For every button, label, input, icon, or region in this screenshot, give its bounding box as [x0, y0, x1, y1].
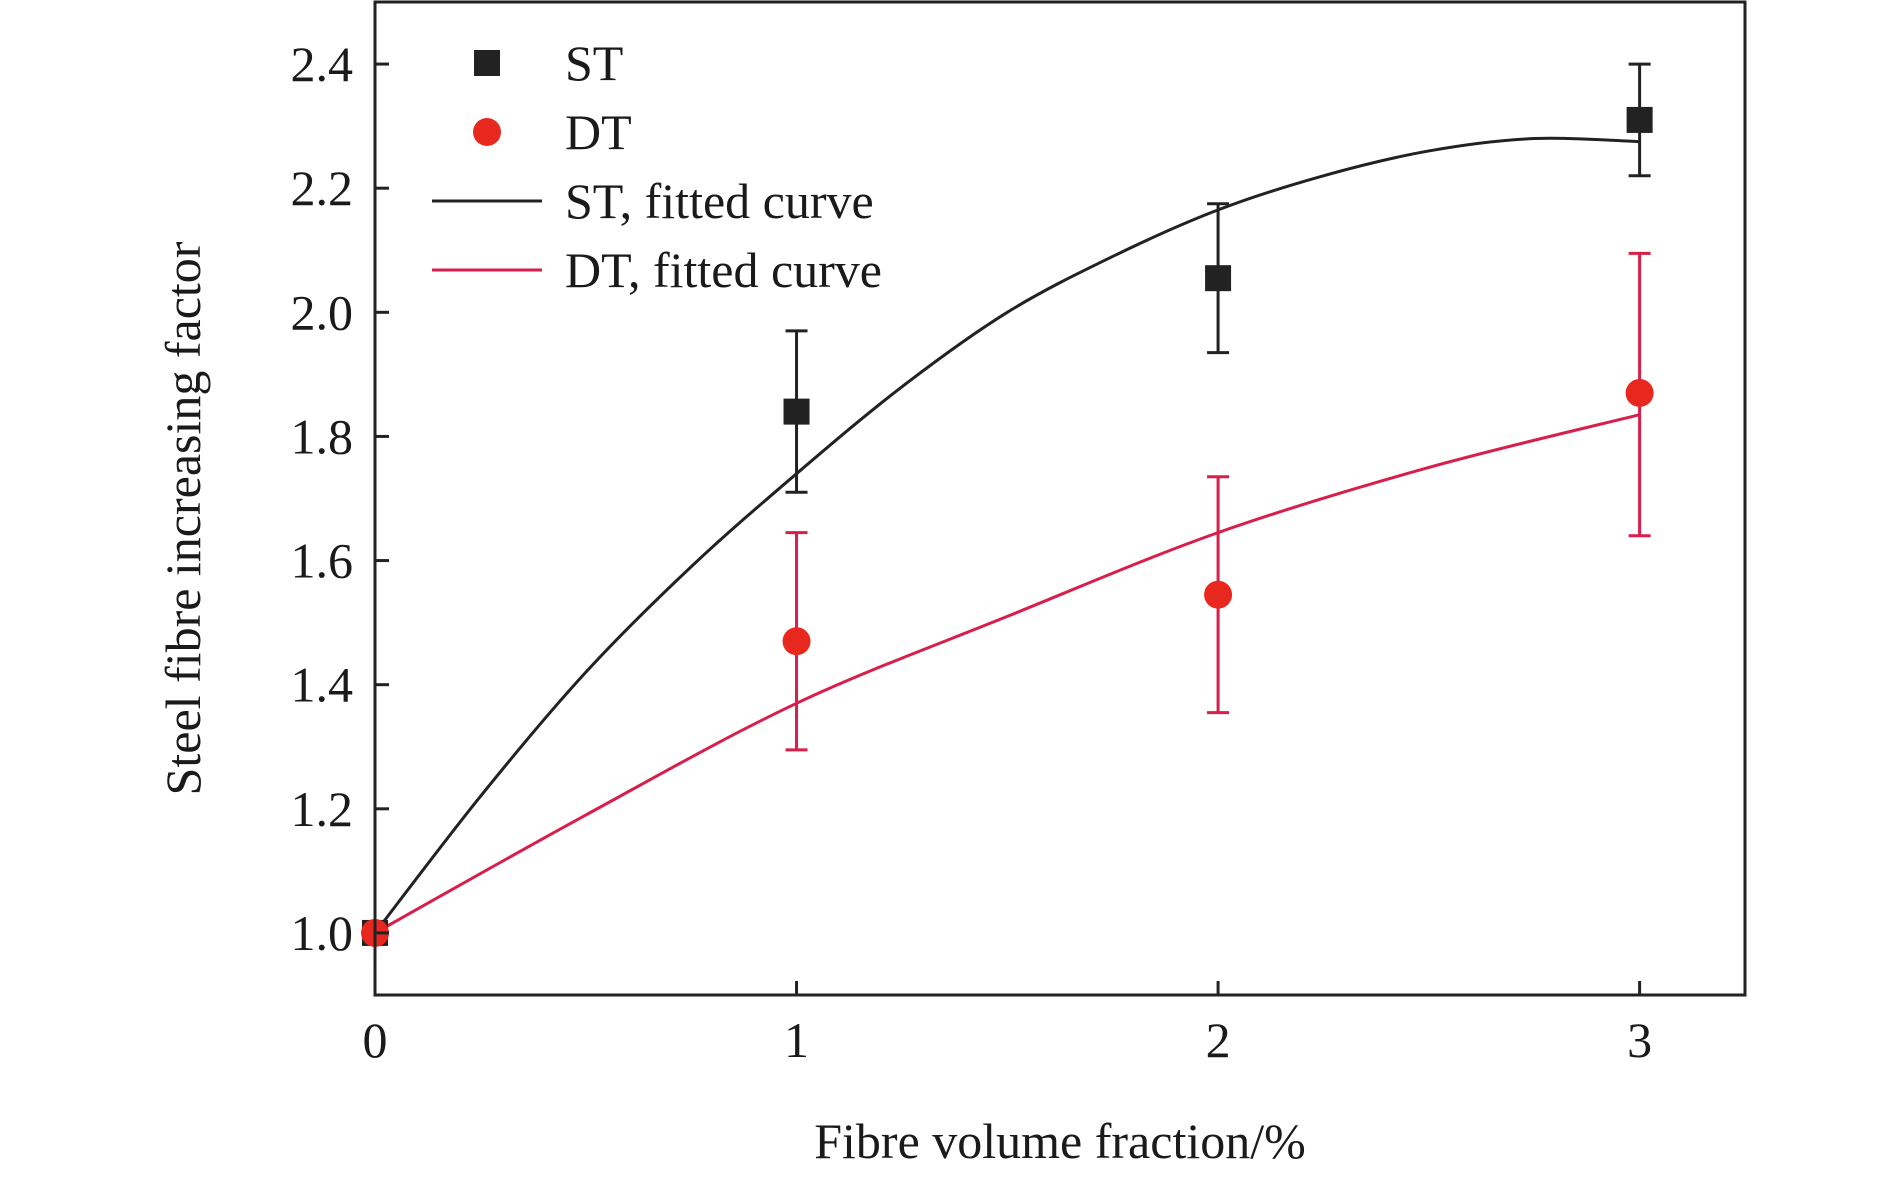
x-axis-title: Fibre volume fraction/% — [814, 1113, 1306, 1169]
y-tick-label: 2.0 — [291, 284, 354, 340]
dt-point — [1625, 378, 1654, 407]
y-tick-label: 1.2 — [291, 781, 354, 837]
plot-frame — [373, 0, 1747, 997]
dt-point — [1204, 580, 1233, 609]
legend-dt-fitted-curve-label: DT, fitted curve — [565, 242, 882, 298]
legend: ST DT ST, fitted curve DT, fitted curve — [432, 35, 882, 298]
legend-dt-marker — [473, 118, 501, 146]
st-point — [783, 398, 810, 425]
x-tick-label: 2 — [1206, 1012, 1231, 1068]
y-tick-label: 2.4 — [291, 36, 354, 92]
x-tick-label: 0 — [363, 1012, 388, 1068]
dt-point — [782, 627, 811, 656]
st-point — [1626, 106, 1653, 133]
x-tick-label: 3 — [1627, 1012, 1652, 1068]
y-tick-label: 1.8 — [291, 408, 354, 464]
legend-st-fitted-curve-label: ST, fitted curve — [565, 173, 874, 229]
axes: 0 1 2 3 1.0 1.2 1.4 1.6 1.8 2.0 2.2 2.4 — [291, 0, 1747, 1068]
y-tick-label: 1.0 — [291, 905, 354, 961]
legend-st-marker — [474, 50, 500, 76]
y-axis-title: Steel fibre increasing factor — [155, 241, 211, 795]
plot-area — [361, 62, 1654, 947]
st-point — [1205, 265, 1232, 292]
y-tick-label: 2.2 — [291, 160, 354, 216]
y-tick-label: 1.6 — [291, 533, 354, 589]
y-tick-label: 1.4 — [291, 657, 354, 713]
st-fitted-curve-line — [373, 136, 1640, 934]
x-tick-label: 1 — [784, 1012, 809, 1068]
legend-dt-label: DT — [565, 104, 632, 160]
dt-fitted-curve-line — [374, 413, 1640, 935]
legend-st-label: ST — [565, 35, 623, 91]
